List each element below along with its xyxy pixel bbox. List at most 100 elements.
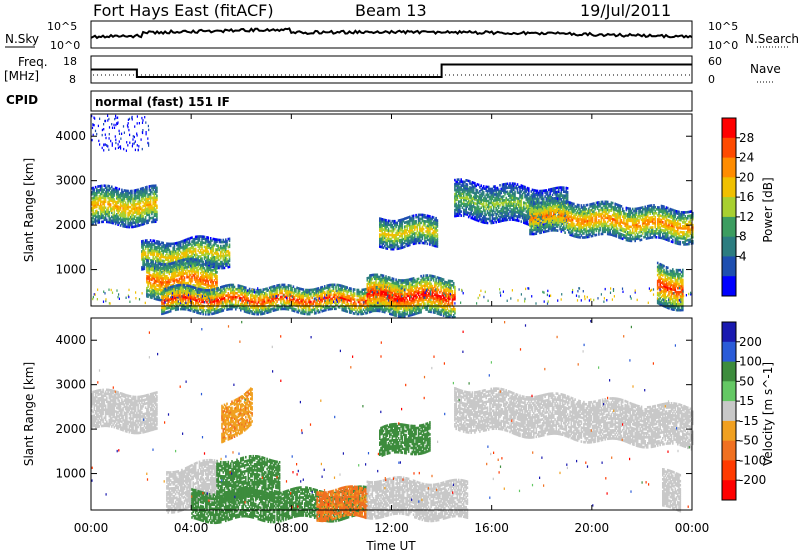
power-cell [208, 284, 211, 288]
power-cell [370, 278, 372, 281]
power-cell [184, 298, 187, 301]
power-cell [420, 310, 422, 314]
power-cell [127, 191, 129, 195]
power-cell [384, 280, 386, 284]
power-cell [412, 297, 415, 300]
power-cell [151, 241, 153, 244]
power-cell [98, 185, 101, 188]
power-cell [132, 217, 134, 221]
power-cell [96, 201, 98, 205]
power-cell [226, 284, 228, 287]
power-cell [93, 220, 96, 223]
power-cell [379, 291, 381, 295]
power-cell [347, 306, 350, 310]
power-cell [431, 288, 434, 292]
power-cell [146, 264, 148, 268]
power-cell [230, 287, 232, 291]
power-cell [396, 292, 399, 296]
power-cell [107, 220, 109, 224]
power-cell [174, 296, 177, 300]
power-cell [332, 285, 335, 289]
power-cell [188, 265, 191, 269]
power-cell [267, 289, 270, 292]
power-cell [119, 212, 122, 215]
power-cell [215, 291, 217, 295]
power-cell [303, 292, 306, 296]
power-cell [153, 273, 156, 276]
power-cell [168, 262, 171, 266]
power-cell [176, 286, 178, 289]
power-cell [148, 205, 151, 208]
power-cell [211, 268, 213, 272]
power-cell [191, 297, 193, 301]
power-cell [280, 305, 282, 309]
power-cell [196, 282, 198, 286]
power-cell [188, 251, 191, 254]
power-cell [144, 218, 147, 221]
power-cell [124, 225, 127, 228]
power-cell [395, 286, 397, 289]
power-cell [104, 190, 107, 194]
power-cell [142, 251, 144, 255]
power-cell [143, 194, 146, 198]
power-cell [178, 283, 181, 287]
power-cell [97, 201, 99, 204]
power-cell [168, 252, 171, 256]
power-cell [172, 275, 174, 279]
power-cell [351, 303, 353, 307]
power-cell [148, 275, 151, 279]
power-cell [371, 305, 374, 309]
power-cell [203, 269, 206, 272]
power-cell [107, 190, 109, 194]
power-cell [394, 310, 396, 313]
power-cell [399, 289, 401, 292]
power-cell [132, 225, 134, 229]
power-cell [242, 303, 245, 307]
power-cell [167, 264, 169, 268]
power-cell [293, 301, 296, 305]
power-cell [167, 294, 169, 298]
power-cell [394, 292, 396, 295]
power-cell [163, 309, 166, 313]
power-cell [177, 288, 179, 291]
power-cell [143, 218, 146, 222]
power-cell [157, 288, 159, 291]
power-cell [194, 286, 197, 290]
power-cell [400, 303, 402, 306]
power-cell [220, 296, 222, 299]
power-cell [106, 188, 108, 192]
power-cell [178, 259, 181, 263]
power-cell [243, 286, 246, 289]
power-cell [379, 303, 381, 307]
power-cell [385, 291, 387, 294]
power-cell [391, 291, 394, 294]
power-cell [223, 288, 226, 292]
power-cell [126, 197, 128, 201]
power-cell [102, 210, 104, 214]
power-cell [142, 253, 144, 257]
power-cell [228, 283, 231, 287]
power-cell [206, 283, 208, 287]
power-cell [390, 290, 392, 294]
power-cell [193, 286, 196, 289]
power-cell [332, 283, 335, 287]
power-cell [432, 311, 435, 314]
power-cell [406, 282, 409, 286]
power-cell [391, 277, 394, 280]
power-cell [222, 293, 225, 296]
power-cell [286, 291, 288, 295]
power-cell [281, 303, 283, 307]
power-cell [251, 310, 253, 313]
power-cell [199, 279, 202, 283]
power-cell [337, 297, 340, 301]
power-cell [204, 271, 207, 275]
power-cell [178, 279, 181, 283]
power-cell [372, 273, 375, 277]
power-cell [151, 212, 153, 216]
power-cell [184, 300, 187, 303]
power-cell [193, 306, 196, 309]
power-cell [216, 260, 218, 263]
power-cell [303, 310, 306, 314]
power-cell [212, 265, 215, 269]
power-cell [322, 309, 325, 313]
